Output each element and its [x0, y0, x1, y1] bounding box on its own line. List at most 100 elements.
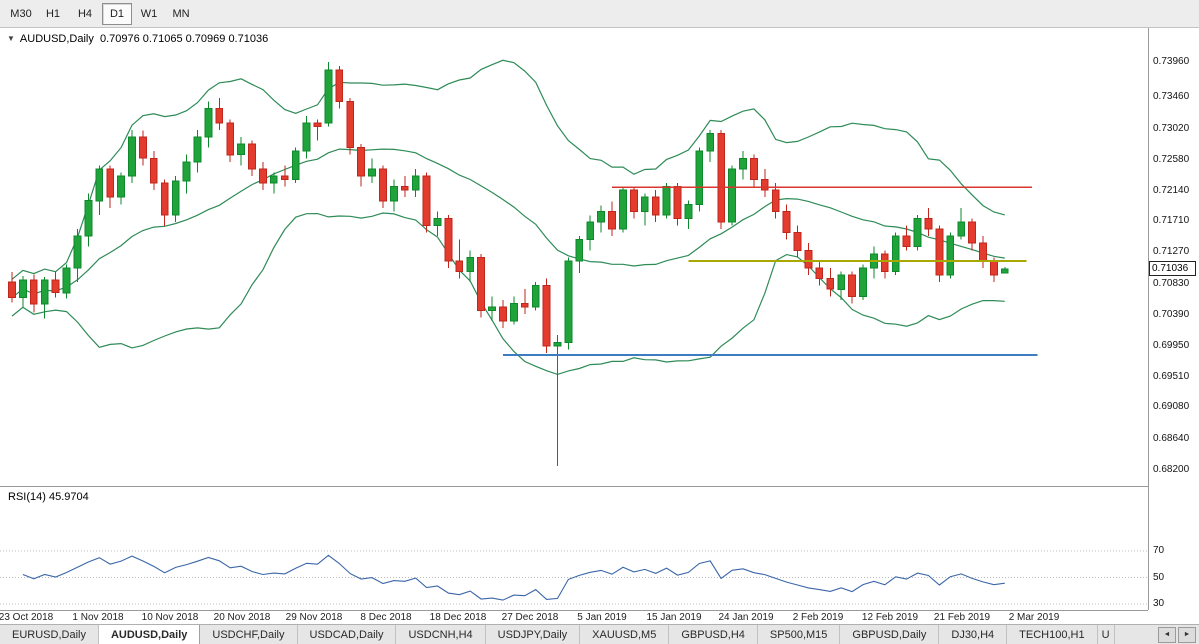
candle-body [520, 302, 529, 308]
price-axis-label: 0.69510 [1153, 370, 1190, 382]
panel-separator[interactable] [0, 486, 1199, 487]
candle-body [531, 285, 540, 308]
symbol-tab-u[interactable]: U [1097, 625, 1115, 644]
candle-body [510, 302, 518, 322]
date-axis-label: 2 Feb 2019 [792, 612, 844, 623]
candle-body [302, 122, 311, 152]
candle-body [19, 279, 27, 299]
candle-body [913, 217, 922, 248]
date-axis-label: 1 Nov 2018 [72, 612, 124, 623]
candle-body [455, 260, 464, 272]
candle-body [619, 189, 627, 230]
candle-body [553, 341, 562, 347]
bollinger-lower-band [11, 212, 1005, 376]
candle-body [880, 253, 889, 273]
candle-body [226, 122, 235, 156]
price-axis-label: 0.72140 [1153, 184, 1190, 196]
symbol-tab-dj30-h4[interactable]: DJ30,H4 [939, 625, 1008, 644]
price-axis-label: 0.73960 [1153, 55, 1190, 67]
candle-body [346, 101, 355, 149]
date-axis-label: 18 Dec 2018 [429, 612, 487, 623]
candle-body [433, 217, 442, 226]
timeframe-button-d1[interactable]: D1 [102, 2, 132, 25]
tab-scroll-right-button[interactable]: ► [1178, 626, 1196, 643]
rsi-axis-label: 50 [1153, 571, 1165, 583]
price-axis-label: 0.73020 [1153, 122, 1190, 134]
date-axis-label: 24 Jan 2019 [718, 612, 774, 623]
candle-body [564, 260, 573, 343]
symbol-tab-usdjpy-daily[interactable]: USDJPY,Daily [485, 625, 581, 644]
symbol-tab-xauusd-m5[interactable]: XAUUSD,M5 [580, 625, 670, 644]
candlestick-chart[interactable] [0, 28, 1148, 486]
rsi-axis-label: 30 [1153, 598, 1165, 609]
timeframe-button-h4[interactable]: H4 [77, 7, 93, 20]
rsi-subchart[interactable] [0, 487, 1148, 610]
price-axis-label: 0.69080 [1153, 401, 1190, 413]
symbol-tab-gbpusd-h4[interactable]: GBPUSD,H4 [669, 625, 758, 644]
timeframe-toolbar: M30 H1 H4 D1 W1 MN [0, 0, 1199, 28]
symbol-tab-audusd-daily[interactable]: AUDUSD,Daily [98, 625, 201, 644]
date-axis-label: 2 Mar 2019 [1008, 612, 1060, 623]
symbol-tab-eurusd-daily[interactable]: EURUSD,Daily [0, 625, 99, 644]
candle-body [291, 150, 300, 180]
symbol-tab-usdcnh-h4[interactable]: USDCNH,H4 [396, 625, 486, 644]
candle-body [106, 168, 115, 198]
price-axis-label: 0.73460 [1153, 91, 1190, 103]
candle-body [422, 175, 431, 226]
date-axis-label: 10 Nov 2018 [141, 612, 199, 623]
date-axis-label: 29 Nov 2018 [285, 612, 343, 623]
candle-body [902, 235, 911, 248]
price-axis-label: 0.68200 [1153, 463, 1190, 475]
timeframe-button-w1[interactable]: W1 [140, 7, 158, 20]
candle-body [728, 168, 737, 223]
candle-body [706, 133, 715, 152]
candle-body [8, 281, 16, 299]
candle-body [684, 203, 693, 220]
candle-body [324, 69, 333, 124]
candle-body [586, 221, 595, 241]
candle-body [313, 122, 322, 127]
candle-body [979, 242, 987, 262]
symbol-tab-tech100-h1[interactable]: TECH100,H1 [1007, 625, 1098, 644]
tab-scroll-left-button[interactable]: ◄ [1158, 626, 1176, 643]
candle-body [204, 108, 213, 138]
candle-body [750, 157, 758, 181]
tab-scroll-controls: ◄ ► [1157, 625, 1199, 644]
candle-body [51, 279, 60, 294]
timeframe-button-m30[interactable]: M30 [10, 7, 32, 20]
rsi-axis-label: 70 [1153, 545, 1165, 556]
candle-body [717, 133, 726, 223]
candle-body [73, 235, 82, 269]
candle-body [139, 136, 147, 159]
rsi-indicator-label: RSI(14) 45.9704 [8, 491, 89, 503]
symbol-tab-gbpusd-daily[interactable]: GBPUSD,Daily [840, 625, 940, 644]
candle-body [149, 157, 158, 184]
timeframe-button-mn[interactable]: MN [172, 7, 190, 20]
candle-body [575, 239, 584, 262]
symbol-tab-usdcad-daily[interactable]: USDCAD,Daily [297, 625, 397, 644]
price-axis-label: 0.70390 [1153, 308, 1190, 320]
timeframe-button-h1[interactable]: H1 [45, 7, 61, 20]
candle-body [269, 175, 278, 184]
symbol-tab-usdchf-daily[interactable]: USDCHF,Daily [200, 625, 298, 644]
candle-body [488, 306, 496, 311]
candle-body [215, 108, 224, 124]
date-axis-label: 20 Nov 2018 [213, 612, 271, 623]
candle-body [128, 136, 136, 177]
symbol-tab-sp500-m15[interactable]: SP500,M15 [757, 625, 841, 644]
candle-body [771, 189, 780, 212]
candle-body [891, 235, 900, 273]
candle-body [390, 186, 398, 202]
candle-body [662, 186, 671, 216]
candle-body [815, 267, 824, 280]
candle-body [826, 278, 835, 290]
candle-body [62, 267, 71, 294]
candle-body [542, 285, 551, 347]
candle-body [935, 228, 944, 276]
candle-body [444, 217, 453, 262]
candle-body [84, 200, 93, 237]
candle-body [924, 217, 933, 230]
candle-body [237, 143, 245, 156]
bollinger-middle-band [11, 148, 1005, 299]
